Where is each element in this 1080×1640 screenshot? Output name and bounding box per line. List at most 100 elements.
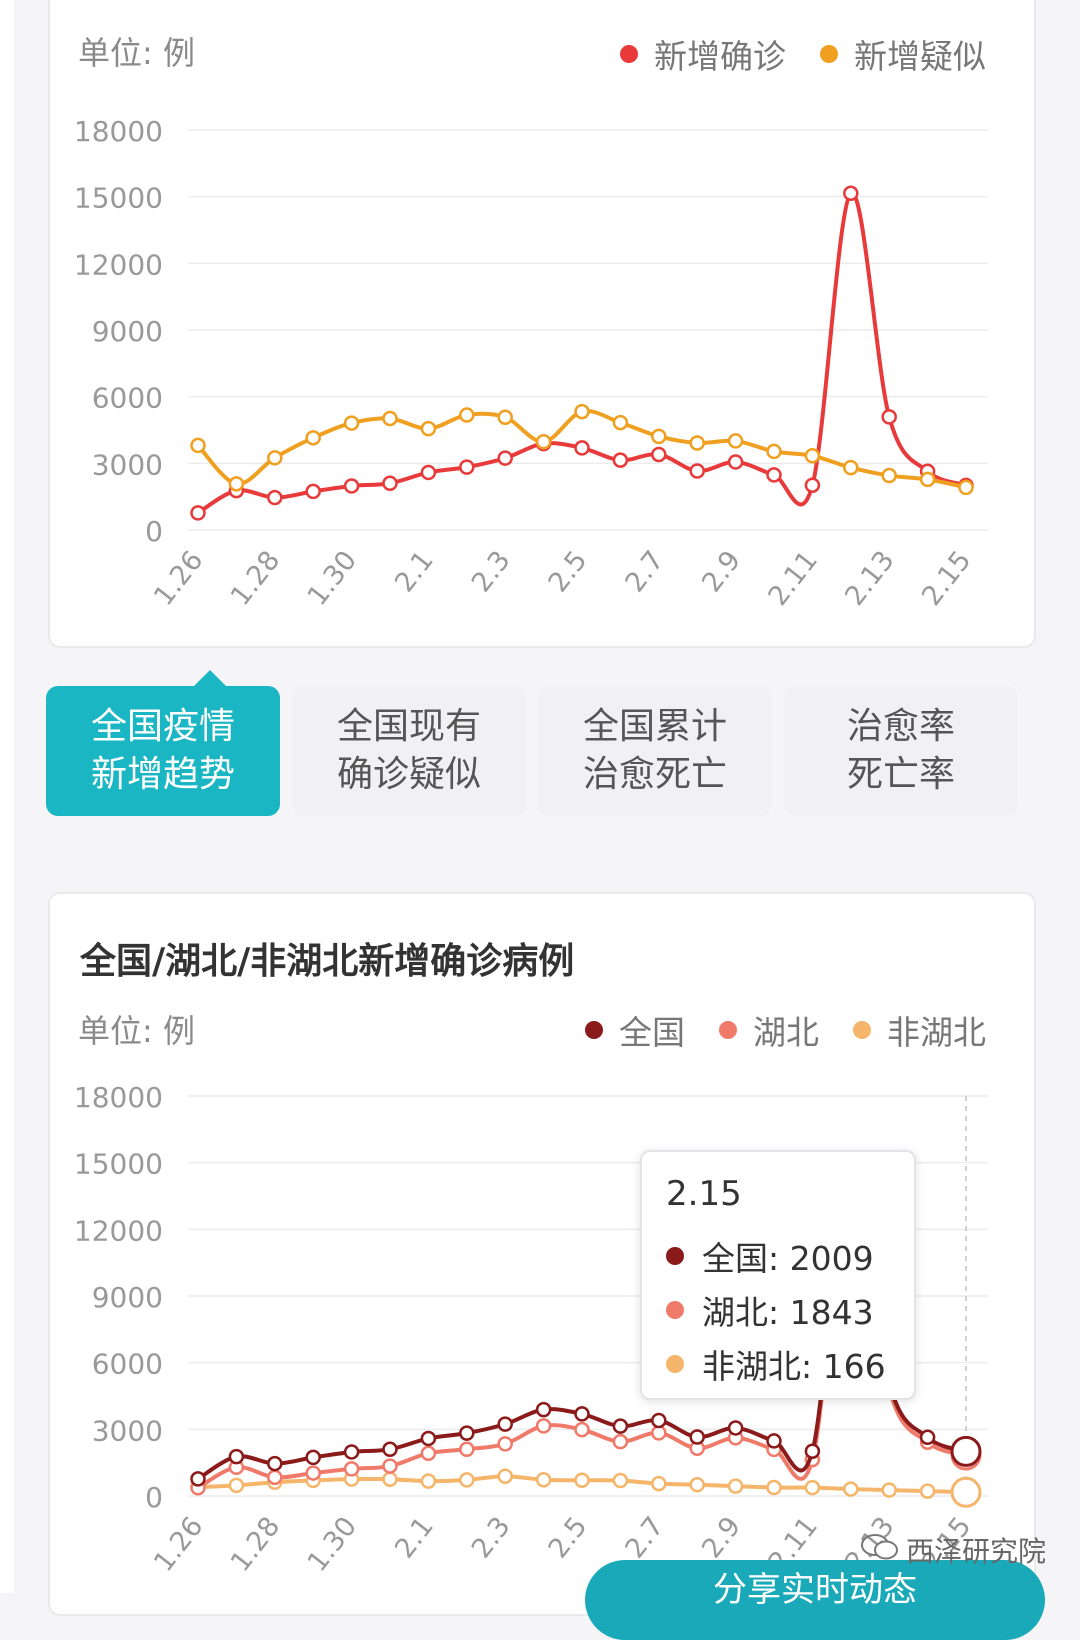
legend-label: 新增疑似 — [854, 37, 986, 76]
data-point — [612, 1418, 629, 1434]
data-point — [689, 1476, 705, 1493]
data-point — [651, 1425, 667, 1441]
data-point — [228, 1448, 245, 1465]
watermark: 西泽研究院 — [860, 1530, 1046, 1570]
data-point — [612, 1433, 629, 1450]
tab-line2: 治愈死亡 — [582, 754, 727, 795]
data-point — [804, 447, 821, 464]
tooltip-value: 全国: 2009 — [702, 1239, 874, 1278]
data-point — [727, 1478, 744, 1494]
data-point — [689, 435, 705, 451]
unit-label: 单位: 例 — [78, 1012, 195, 1050]
data-point — [612, 1472, 629, 1489]
tab-national-new-trend[interactable]: 全国疫情 新增趋势 — [46, 686, 280, 816]
data-point — [766, 443, 782, 460]
data-point — [420, 1445, 437, 1462]
data-point — [497, 1416, 513, 1432]
y-tick-label: 9000 — [92, 1281, 163, 1314]
y-tick-label: 0 — [145, 515, 163, 548]
data-point — [190, 437, 206, 454]
tab-national-current[interactable]: 全国现有 确诊疑似 — [292, 686, 526, 816]
legend-label: 非湖北 — [887, 1013, 986, 1052]
data-point — [881, 467, 897, 484]
x-tick-label: 2.5 — [543, 1511, 594, 1564]
legend-dot — [853, 1021, 871, 1039]
y-tick-label: 6000 — [92, 382, 163, 415]
data-point — [651, 428, 667, 445]
data-point — [843, 459, 859, 476]
legend-label: 湖北 — [753, 1013, 819, 1052]
data-point — [267, 489, 283, 506]
legend-item-national[interactable]: 全国 — [585, 1006, 685, 1054]
legend-label: 全国 — [619, 1013, 685, 1052]
data-point — [190, 1471, 206, 1487]
data-point — [420, 1473, 437, 1489]
wechat-icon — [860, 1532, 900, 1569]
data-point — [804, 477, 821, 493]
data-point — [343, 415, 360, 431]
x-tick-label: 2.3 — [466, 1511, 517, 1564]
data-point — [727, 433, 744, 449]
data-point — [382, 1441, 398, 1458]
data-point — [497, 409, 513, 426]
active-tab-pointer — [194, 670, 226, 686]
chart2-legend[interactable]: 全国 湖北 非湖北 — [585, 1006, 986, 1054]
data-point — [343, 478, 360, 494]
tab-national-cumulative[interactable]: 全国累计 治愈死亡 — [538, 686, 772, 816]
legend-dot — [620, 45, 638, 63]
chart-tabs: 全国疫情 新增趋势 全国现有 确诊疑似 全国累计 治愈死亡 治愈率 死亡率 — [46, 670, 1024, 816]
data-point — [343, 1461, 360, 1477]
data-point — [651, 1412, 667, 1429]
data-point — [919, 1429, 936, 1446]
data-point — [305, 430, 321, 446]
chart2-plot[interactable]: 0 3000 6000 9000 12000 15000 18000 1.26 1.28 1.30… — [0, 0, 1080, 1593]
tab-line1: 全国疫情 — [90, 706, 235, 747]
legend-item-hubei[interactable]: 湖北 — [719, 1006, 819, 1054]
data-point — [305, 1465, 321, 1481]
legend-item-new-confirmed[interactable]: 新增确诊 — [620, 30, 786, 78]
chart2-tooltip: 2.15 全国: 2009 湖北: 1843 非湖北: 166 — [640, 1150, 916, 1400]
data-point — [881, 409, 897, 425]
data-point — [727, 454, 744, 470]
legend-item-non-hubei[interactable]: 非湖北 — [853, 1006, 986, 1054]
tooltip-dot — [666, 1301, 684, 1319]
data-point — [958, 479, 974, 496]
tab-rates[interactable]: 治愈率 死亡率 — [784, 686, 1018, 816]
tooltip-value: 湖北: 1843 — [702, 1293, 874, 1332]
data-point — [228, 1477, 245, 1494]
data-point — [574, 1406, 590, 1422]
data-point — [612, 452, 629, 468]
share-button[interactable]: 分享实时动态 — [585, 1560, 1045, 1640]
data-point — [766, 1433, 782, 1449]
x-tick-label: 2.7 — [619, 1511, 670, 1564]
data-point — [950, 1476, 982, 1508]
data-point — [689, 463, 705, 479]
x-tick-label: 1.26 — [148, 1511, 209, 1577]
tab-line2: 死亡率 — [846, 754, 955, 795]
y-tick-label: 6000 — [92, 1348, 163, 1381]
data-point — [459, 1472, 475, 1488]
chart1-legend[interactable]: 新增确诊 新增疑似 — [620, 30, 986, 78]
tooltip-dot — [666, 1355, 684, 1373]
legend-label: 新增确诊 — [654, 37, 786, 76]
data-point — [190, 505, 206, 521]
legend-item-new-suspected[interactable]: 新增疑似 — [820, 30, 986, 78]
data-point — [804, 1479, 821, 1496]
x-tick-label: 2.9 — [696, 1511, 747, 1564]
y-tick-label: 12000 — [74, 1214, 163, 1247]
legend-dot — [585, 1021, 603, 1039]
data-point — [574, 1472, 590, 1489]
data-point — [267, 1455, 283, 1472]
data-point — [497, 450, 513, 466]
tooltip-row-hubei: 湖北: 1843 — [666, 1286, 874, 1334]
data-point — [766, 1479, 782, 1496]
y-tick-label: 15000 — [74, 1148, 163, 1181]
y-tick-label: 18000 — [74, 1081, 163, 1114]
data-point — [574, 1421, 590, 1438]
tooltip-value: 非湖北: 166 — [702, 1347, 886, 1386]
y-tick-label: 3000 — [92, 448, 163, 481]
tooltip-dot — [666, 1247, 684, 1265]
data-point — [651, 446, 667, 463]
tab-line2: 确诊疑似 — [336, 754, 481, 795]
